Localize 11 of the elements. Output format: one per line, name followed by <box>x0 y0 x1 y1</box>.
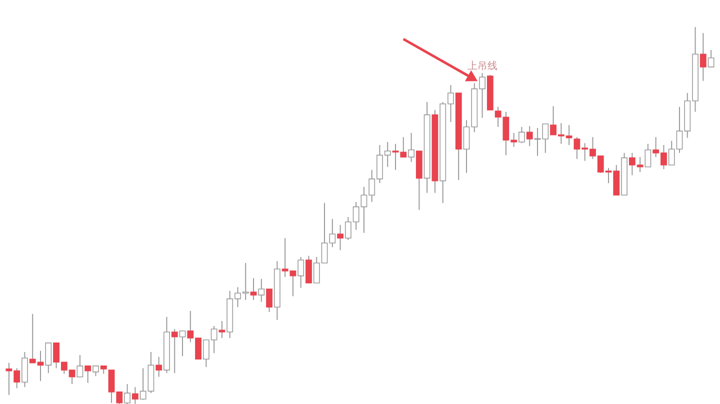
candlestick <box>708 49 714 68</box>
candlestick <box>518 126 525 144</box>
candlestick <box>76 354 84 378</box>
candlestick <box>408 132 414 162</box>
candlestick <box>179 330 186 357</box>
candlestick <box>45 342 52 374</box>
candlestick <box>298 256 304 288</box>
candlestick <box>92 365 99 377</box>
candlestick <box>258 278 265 302</box>
annotation: 上吊线 <box>467 60 498 72</box>
candlestick <box>644 143 652 168</box>
